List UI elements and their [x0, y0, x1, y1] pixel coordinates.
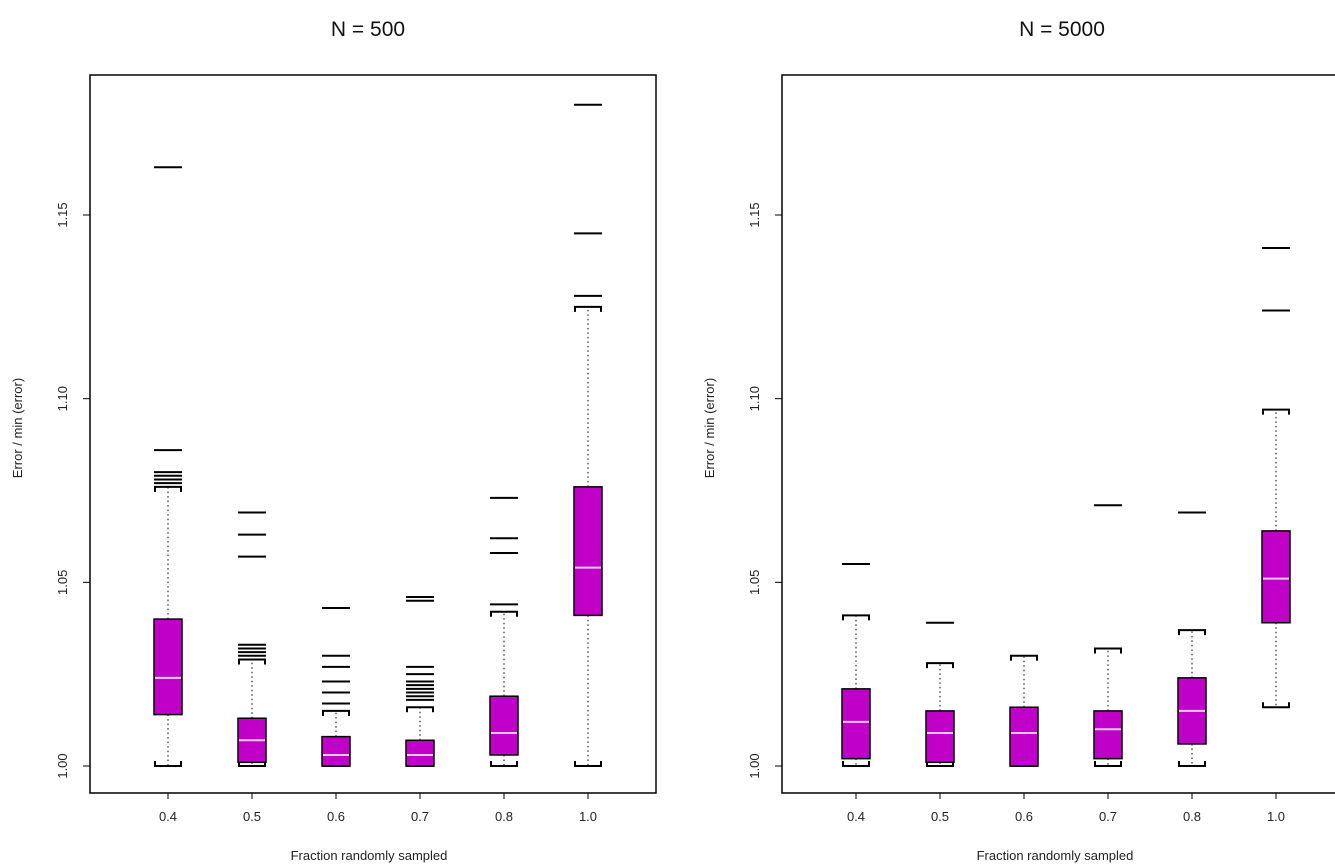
whisker-cap-lower	[1262, 702, 1290, 709]
y-tick-label: 1.00	[55, 753, 70, 778]
whisker-cap-lower	[1094, 761, 1122, 767]
x-tick-label: 0.7	[411, 809, 429, 824]
whisker-cap-upper	[1178, 629, 1206, 636]
box-1.0	[1261, 247, 1291, 709]
whisker-cap-upper	[490, 610, 518, 617]
box-0.7	[405, 596, 435, 767]
iqr-box	[489, 695, 519, 756]
x-tick-label: 0.6	[327, 809, 345, 824]
box-0.4	[153, 166, 183, 767]
x-tick-label: 1.0	[1267, 809, 1285, 824]
box-0.5	[925, 621, 955, 767]
panel-n5000: N = 5000 Error / min (error) Fraction ra…	[702, 18, 1335, 863]
x-tick-label: 0.4	[159, 809, 177, 824]
y-tick-label: 1.15	[747, 202, 762, 227]
whisker-cap-upper	[322, 709, 350, 716]
iqr-box	[1009, 706, 1039, 767]
y-tick-label: 1.10	[747, 386, 762, 411]
iqr-box	[405, 739, 435, 767]
whisker-cap-upper	[842, 614, 870, 621]
whisker-cap-upper	[238, 658, 266, 665]
y-axis-label: Error / min (error)	[702, 378, 717, 478]
y-tick-label: 1.10	[55, 386, 70, 411]
panel-title: N = 5000	[1019, 18, 1105, 41]
marks: 1.00 1.05 1.10 1.15 0.4 0.5 0.6 0.7 0.8 1.0	[55, 103, 603, 824]
x-tick-label: 0.7	[1099, 809, 1117, 824]
panel-n500: N = 500 Error / min (error) Fraction ran…	[10, 18, 657, 863]
x-tick-label: 0.4	[847, 809, 865, 824]
whisker-cap-lower	[238, 761, 266, 767]
box-0.6	[1009, 654, 1039, 767]
y-tick-label: 1.05	[55, 570, 70, 595]
box-0.7	[1093, 504, 1123, 767]
box-1.0	[573, 103, 603, 767]
panel-title: N = 500	[331, 18, 405, 41]
iqr-box	[1093, 710, 1123, 760]
box-0.8	[489, 496, 519, 767]
y-tick-label: 1.15	[55, 202, 70, 227]
whisker-cap-lower	[842, 761, 870, 767]
x-axis-label: Fraction randomly sampled	[977, 848, 1134, 863]
whisker-cap-lower	[490, 761, 518, 767]
y-tick-label: 1.00	[747, 753, 762, 778]
box-0.5	[237, 511, 267, 767]
whisker-cap-lower	[154, 761, 182, 767]
x-tick-label: 0.6	[1015, 809, 1033, 824]
iqr-box	[153, 618, 183, 716]
x-axis-label: Fraction randomly sampled	[291, 848, 448, 863]
plot-frame	[781, 74, 1335, 794]
whisker-cap-lower	[1178, 761, 1206, 767]
y-tick-label: 1.05	[747, 570, 762, 595]
box-0.4	[841, 562, 871, 767]
whisker-cap-upper	[1094, 647, 1122, 654]
plot-frame	[89, 74, 657, 794]
iqr-box	[841, 688, 871, 760]
iqr-box	[1261, 530, 1291, 624]
x-tick-label: 1.0	[579, 809, 597, 824]
whisker-cap-upper	[926, 662, 954, 669]
whisker-cap-lower	[926, 761, 954, 767]
iqr-box	[925, 710, 955, 764]
marks: 1.00 1.05 1.10 1.15 0.4 0.5 0.6 0.7 0.8 1.0	[747, 202, 1291, 824]
box-0.8	[1177, 511, 1207, 767]
x-tick-label: 0.8	[1183, 809, 1201, 824]
whisker-cap-upper	[406, 706, 434, 713]
whisker-cap-upper	[1010, 654, 1038, 661]
whisker-cap-upper	[1262, 408, 1290, 415]
whisker-cap-lower	[574, 761, 602, 767]
iqr-box	[573, 486, 603, 617]
whisker-cap-upper	[154, 485, 182, 492]
y-axis-label: Error / min (error)	[10, 378, 25, 478]
x-tick-label: 0.5	[931, 809, 949, 824]
iqr-box	[321, 735, 351, 767]
x-tick-label: 0.5	[243, 809, 261, 824]
x-tick-label: 0.8	[495, 809, 513, 824]
whisker-cap-upper	[574, 305, 602, 312]
box-0.6	[321, 607, 351, 767]
